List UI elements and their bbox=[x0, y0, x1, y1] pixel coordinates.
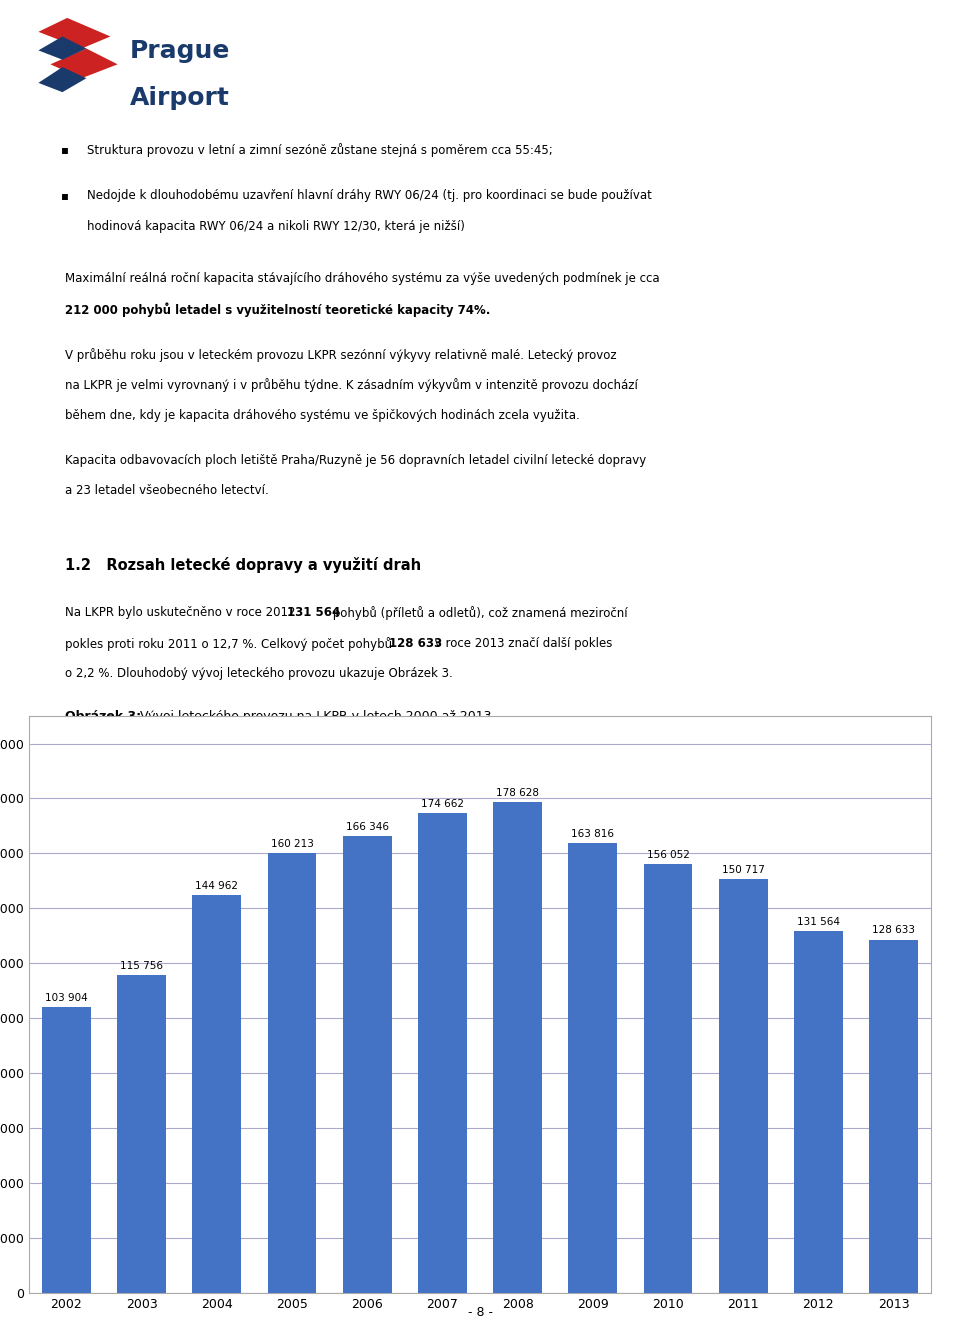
Text: 160 213: 160 213 bbox=[271, 838, 313, 849]
Text: 131 564: 131 564 bbox=[797, 918, 840, 927]
Text: 174 662: 174 662 bbox=[420, 800, 464, 809]
Bar bbox=[192, 895, 241, 1293]
Text: 166 346: 166 346 bbox=[346, 822, 389, 831]
Bar bbox=[418, 813, 467, 1293]
Text: Na LKPR bylo uskutečněno v roce 2012: Na LKPR bylo uskutečněno v roce 2012 bbox=[65, 606, 300, 619]
Text: 131 564: 131 564 bbox=[287, 606, 341, 619]
Bar bbox=[794, 931, 843, 1293]
Text: Obrázek 3:: Obrázek 3: bbox=[65, 709, 141, 723]
Bar bbox=[643, 865, 692, 1293]
Bar bbox=[568, 843, 617, 1293]
Text: 163 816: 163 816 bbox=[571, 829, 614, 839]
Text: 1.2   Rozsah letecké dopravy a využití drah: 1.2 Rozsah letecké dopravy a využití dra… bbox=[65, 557, 421, 573]
Text: ▪: ▪ bbox=[60, 190, 68, 202]
Text: - 8 -: - 8 - bbox=[468, 1306, 492, 1319]
Text: V průběhu roku jsou v leteckém provozu LKPR sezónní výkyvy relativně malé. Letec: V průběhu roku jsou v leteckém provozu L… bbox=[65, 347, 616, 362]
Text: Nedojde k dlouhodobému uzavření hlavní dráhy RWY 06/24 (tj. pro koordinaci se bu: Nedojde k dlouhodobému uzavření hlavní d… bbox=[87, 190, 652, 202]
Text: pokles proti roku 2011 o 12,7 %. Celkový počet pohybů: pokles proti roku 2011 o 12,7 %. Celkový… bbox=[65, 636, 396, 651]
Text: Maximální reálná roční kapacita stávajícího dráhového systému za výše uvedených : Maximální reálná roční kapacita stávajíc… bbox=[65, 272, 660, 285]
Text: Struktura provozu v letní a zimní sezóně zůstane stejná s poměrem cca 55:45;: Struktura provozu v letní a zimní sezóně… bbox=[87, 143, 553, 156]
Text: Prague: Prague bbox=[130, 40, 230, 64]
Text: na LKPR je velmi vyrovnaný i v průběhu týdne. K zásadním výkyvům v intenzitě pro: na LKPR je velmi vyrovnaný i v průběhu t… bbox=[65, 378, 637, 392]
Polygon shape bbox=[38, 36, 86, 60]
Text: 156 052: 156 052 bbox=[647, 850, 689, 861]
Text: a 23 letadel všeobecného letectví.: a 23 letadel všeobecného letectví. bbox=[65, 484, 269, 497]
Polygon shape bbox=[38, 68, 86, 91]
Text: Airport: Airport bbox=[130, 86, 229, 110]
Text: Vývoj leteckého provozu na LKPR v letech 2000 až 2013: Vývoj leteckého provozu na LKPR v letech… bbox=[140, 709, 492, 723]
Bar bbox=[268, 853, 317, 1293]
Bar bbox=[719, 879, 768, 1293]
Text: 150 717: 150 717 bbox=[722, 865, 764, 875]
Text: během dne, kdy je kapacita dráhového systému ve špičkových hodinách zcela využit: během dne, kdy je kapacita dráhového sys… bbox=[65, 408, 580, 422]
Text: 178 628: 178 628 bbox=[496, 788, 540, 798]
Text: 144 962: 144 962 bbox=[195, 880, 238, 891]
Bar bbox=[869, 940, 918, 1293]
Bar bbox=[117, 975, 166, 1293]
Text: v roce 2013 značí další pokles: v roce 2013 značí další pokles bbox=[431, 636, 612, 650]
Text: pohybů (příletů a odletů), což znamená meziroční: pohybů (příletů a odletů), což znamená m… bbox=[329, 606, 628, 621]
Text: hodinová kapacita RWY 06/24 a nikoli RWY 12/30, která je nižší): hodinová kapacita RWY 06/24 a nikoli RWY… bbox=[87, 220, 465, 232]
Text: 212 000 pohybů letadel s využitelností teoretické kapacity 74%.: 212 000 pohybů letadel s využitelností t… bbox=[65, 302, 491, 317]
Text: ▪: ▪ bbox=[60, 143, 68, 155]
Text: Kapacita odbavovacích ploch letiště Praha/Ruzyně je 56 dopravních letadel civiln: Kapacita odbavovacích ploch letiště Prah… bbox=[65, 453, 646, 467]
Bar bbox=[42, 1008, 91, 1293]
Text: 128 633: 128 633 bbox=[872, 926, 915, 935]
Polygon shape bbox=[38, 17, 110, 49]
Text: o 2,2 %. Dlouhodobý vývoj leteckého provozu ukazuje Obrázek 3.: o 2,2 %. Dlouhodobý vývoj leteckého prov… bbox=[65, 667, 453, 680]
Bar bbox=[343, 835, 392, 1293]
Polygon shape bbox=[50, 49, 117, 78]
Text: 103 904: 103 904 bbox=[45, 993, 87, 1004]
Text: 128 633: 128 633 bbox=[389, 636, 443, 650]
Bar bbox=[493, 802, 542, 1293]
Text: 115 756: 115 756 bbox=[120, 961, 163, 971]
